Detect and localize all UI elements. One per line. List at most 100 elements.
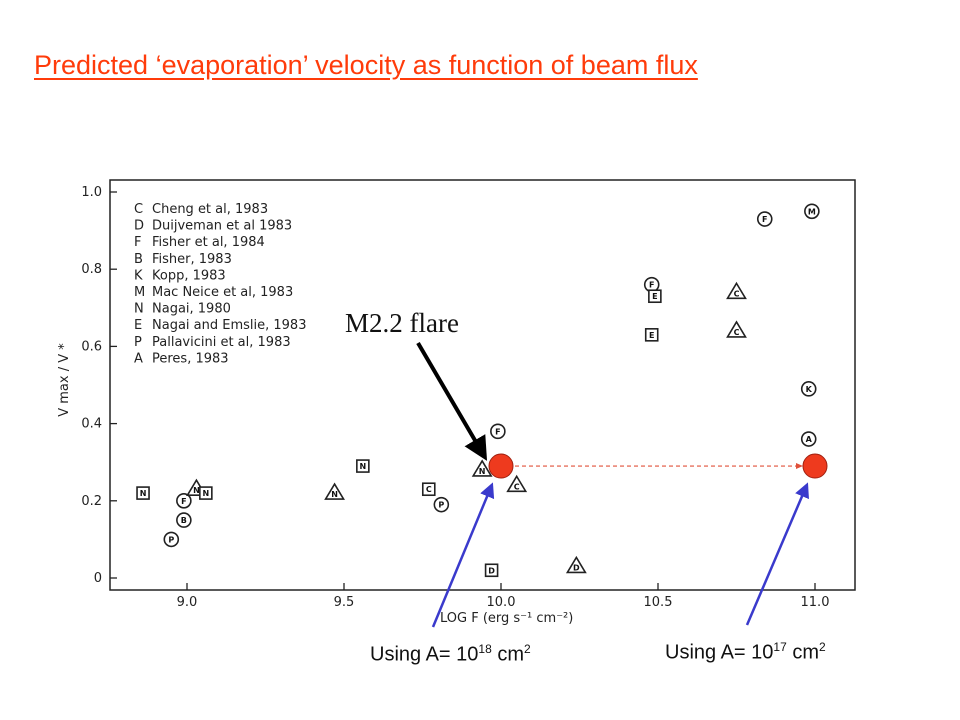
data-point: E	[648, 289, 662, 304]
legend-code: N	[134, 302, 144, 317]
blue-arrow-2	[745, 482, 809, 626]
point-letter: P	[438, 501, 444, 510]
legend-label: Duijveman et al 1983	[152, 219, 292, 234]
legend-label: Fisher, 1983	[152, 252, 232, 267]
point-letter: E	[652, 292, 657, 301]
legend-label: Fisher et al, 1984	[152, 235, 265, 250]
point-triangle	[506, 474, 528, 493]
x-tick-label: 10.5	[644, 595, 673, 610]
point-circle	[176, 492, 192, 509]
y-tick-label: 0	[94, 571, 102, 586]
y-tick-label: 0.6	[81, 339, 102, 354]
point-square	[136, 486, 150, 500]
data-point: F	[490, 423, 506, 440]
legend-code: E	[134, 318, 142, 333]
point-triangle	[471, 459, 493, 477]
data-point: N	[324, 482, 345, 500]
blue-arrow-1	[431, 482, 495, 628]
point-circle	[800, 431, 817, 447]
point-circle	[163, 531, 180, 548]
legend-code: D	[134, 219, 144, 234]
point-letter: N	[140, 489, 147, 498]
point-letter: D	[573, 563, 580, 572]
point-circle	[433, 496, 450, 513]
legend-label: Nagai and Emslie, 1983	[152, 318, 306, 333]
point-letter: C	[734, 289, 740, 298]
flare-label: M2.2 flare	[345, 308, 459, 338]
x-tick-label: 9.0	[177, 595, 198, 610]
legend-code: P	[134, 335, 142, 350]
data-point: F	[756, 211, 773, 227]
point-letter: N	[202, 489, 209, 498]
point-letter: K	[806, 385, 813, 394]
data-point: D	[484, 563, 499, 578]
legend-code: C	[134, 202, 143, 217]
point-square	[644, 328, 659, 342]
using-a-label-2: Using A= 1017 cm2	[665, 640, 826, 665]
plot-frame	[109, 179, 856, 591]
point-square	[356, 459, 370, 473]
data-point: N	[136, 486, 150, 500]
point-letter: C	[734, 328, 740, 337]
legend-code: F	[134, 235, 141, 250]
using-a-1-unit-exponent: 2	[524, 642, 531, 656]
y-tick-label: 1.0	[81, 185, 102, 200]
point-letter: F	[649, 281, 654, 290]
legend-label: Kopp, 1983	[152, 268, 226, 283]
point-letter: F	[181, 497, 186, 506]
legend-label: Cheng et al, 1983	[152, 202, 268, 217]
point-letter: E	[649, 331, 654, 340]
highlight-point-2	[802, 453, 828, 479]
point-square	[199, 486, 213, 500]
data-point: P	[163, 531, 180, 548]
point-square	[484, 563, 499, 578]
point-letter: N	[193, 486, 200, 495]
point-square	[648, 289, 662, 304]
legend-code: B	[134, 252, 143, 267]
data-point: N	[199, 486, 213, 500]
y-tick-label: 0.4	[81, 417, 102, 432]
legend-code: K	[134, 268, 143, 283]
flare-arrow	[416, 341, 488, 461]
data-point: C	[726, 281, 747, 300]
x-tick-label: 11.0	[801, 595, 830, 610]
point-letter: B	[181, 516, 187, 525]
point-letter: F	[762, 215, 767, 224]
using-a-2-exponent: 17	[773, 640, 787, 654]
data-point: N	[471, 459, 493, 477]
y-axis-label: V max / V *	[57, 343, 72, 417]
point-letter: D	[488, 566, 495, 575]
point-letter: C	[514, 482, 520, 491]
data-point: C	[726, 320, 747, 338]
point-square	[421, 482, 436, 497]
data-point: D	[565, 555, 587, 574]
legend-code: M	[134, 285, 145, 300]
legend-label: Pallavicini et al, 1983	[152, 335, 291, 350]
point-circle	[490, 423, 506, 440]
data-point: C	[421, 482, 436, 497]
axes: 9.0 9.5 10.0 10.5 11.0 0 0.2 0.4 0.6 0.8 1.0	[81, 185, 829, 610]
y-tick-label: 0.2	[81, 494, 102, 509]
legend-label: Nagai, 1980	[152, 302, 231, 317]
data-point: C	[506, 474, 528, 493]
point-circle	[756, 211, 773, 227]
point-triangle	[726, 320, 747, 338]
using-a-1-exponent: 18	[478, 642, 492, 656]
using-a-2-unit: cm	[786, 641, 819, 664]
point-triangle	[324, 482, 345, 500]
point-letter: F	[495, 427, 500, 436]
x-tick-label: 10.0	[487, 595, 516, 610]
data-point: B	[176, 512, 192, 528]
data-point: P	[433, 496, 450, 513]
point-circle	[804, 203, 820, 220]
point-letter: N	[359, 462, 366, 471]
using-a-2-unit-exponent: 2	[819, 640, 826, 654]
data-point: M	[804, 203, 820, 220]
data-point: F	[643, 276, 660, 293]
legend-code: A	[134, 351, 143, 366]
x-axis-label: LOG F (erg s⁻¹ cm⁻²)	[440, 611, 573, 626]
data-point: K	[800, 381, 817, 397]
point-circle	[176, 512, 192, 528]
x-tick-label: 9.5	[334, 595, 355, 610]
